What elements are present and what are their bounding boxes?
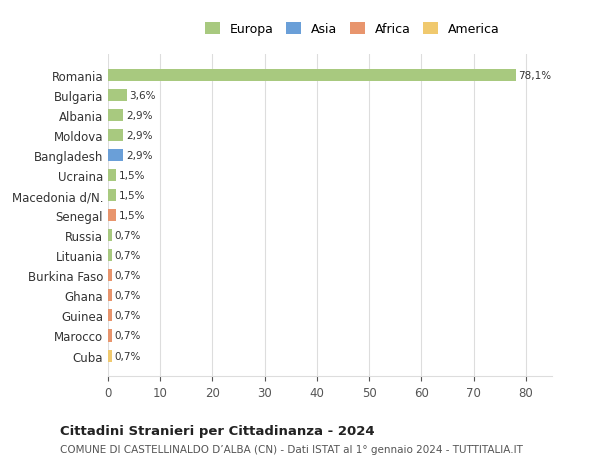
Bar: [108, 250, 112, 262]
Legend: Europa, Asia, Africa, America: Europa, Asia, Africa, America: [201, 20, 503, 40]
Text: 0,7%: 0,7%: [114, 291, 140, 301]
Text: 2,9%: 2,9%: [126, 131, 152, 141]
Text: 0,7%: 0,7%: [114, 231, 140, 241]
Text: 1,5%: 1,5%: [118, 171, 145, 181]
Bar: [108, 310, 112, 322]
Text: 78,1%: 78,1%: [518, 71, 551, 81]
Bar: [108, 350, 112, 362]
Text: 0,7%: 0,7%: [114, 311, 140, 321]
Text: COMUNE DI CASTELLINALDO D’ALBA (CN) - Dati ISTAT al 1° gennaio 2024 - TUTTITALIA: COMUNE DI CASTELLINALDO D’ALBA (CN) - Da…: [60, 444, 523, 454]
Text: 0,7%: 0,7%: [114, 271, 140, 281]
Text: 0,7%: 0,7%: [114, 251, 140, 261]
Text: 3,6%: 3,6%: [130, 91, 156, 101]
Text: 2,9%: 2,9%: [126, 111, 152, 121]
Text: Cittadini Stranieri per Cittadinanza - 2024: Cittadini Stranieri per Cittadinanza - 2…: [60, 425, 374, 437]
Bar: [108, 210, 116, 222]
Bar: [108, 150, 123, 162]
Bar: [108, 90, 127, 102]
Text: 0,7%: 0,7%: [114, 351, 140, 361]
Bar: [108, 70, 516, 82]
Bar: [108, 110, 123, 122]
Bar: [108, 290, 112, 302]
Bar: [108, 170, 116, 182]
Bar: [108, 130, 123, 142]
Bar: [108, 190, 116, 202]
Bar: [108, 270, 112, 282]
Text: 1,5%: 1,5%: [118, 191, 145, 201]
Text: 2,9%: 2,9%: [126, 151, 152, 161]
Text: 0,7%: 0,7%: [114, 331, 140, 341]
Bar: [108, 230, 112, 242]
Bar: [108, 330, 112, 342]
Text: 1,5%: 1,5%: [118, 211, 145, 221]
